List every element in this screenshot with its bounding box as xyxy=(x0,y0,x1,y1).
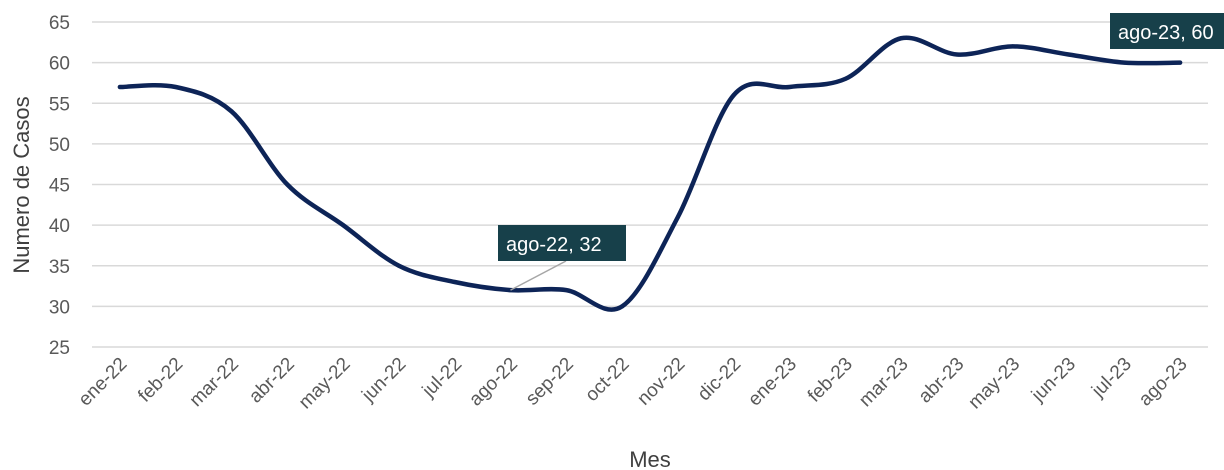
x-tick-label: ago-23 xyxy=(1135,354,1192,411)
y-axis-title: Numero de Casos xyxy=(9,96,34,273)
x-tick-label: sep-22 xyxy=(522,354,578,410)
x-tick-label: dic-22 xyxy=(694,354,745,405)
series-layer xyxy=(117,35,1183,312)
callout-leader-line xyxy=(510,260,567,291)
x-tick-label: ago-22 xyxy=(465,354,522,411)
data-point xyxy=(1066,52,1071,57)
data-point xyxy=(899,36,904,41)
y-tick-label: 35 xyxy=(49,257,70,278)
x-tick-label: jul-22 xyxy=(418,354,466,402)
x-tick-label: ene-22 xyxy=(75,354,132,411)
callout-box xyxy=(1110,13,1224,49)
x-tick-label: abr-22 xyxy=(245,354,299,408)
series-line xyxy=(117,35,1183,312)
y-tick-label: 45 xyxy=(49,176,70,197)
data-point xyxy=(285,182,290,187)
callout-box xyxy=(498,225,626,261)
data-point xyxy=(173,85,178,89)
data-point xyxy=(731,93,736,98)
x-tick-label: may-22 xyxy=(295,354,355,414)
data-point xyxy=(787,85,792,89)
x-tick-label: feb-23 xyxy=(804,354,857,407)
data-point xyxy=(954,52,959,57)
gridlines xyxy=(92,21,1208,348)
data-point xyxy=(341,223,346,228)
x-tick-label: may-23 xyxy=(965,354,1025,414)
data-label: ago-22, 32 xyxy=(506,234,602,256)
y-tick-label: 25 xyxy=(49,338,70,359)
x-tick-label: jul-23 xyxy=(1087,354,1135,402)
x-tick-label: mar-22 xyxy=(186,354,243,411)
x-tick-label: abr-23 xyxy=(915,354,969,408)
data-point xyxy=(564,288,569,293)
data-point xyxy=(1010,44,1015,49)
data-point xyxy=(396,263,401,268)
x-tick-label: nov-22 xyxy=(633,354,689,410)
data-point xyxy=(117,85,122,89)
y-tick-label: 55 xyxy=(49,94,70,115)
y-tick-label: 40 xyxy=(49,216,70,237)
y-tick-label: 30 xyxy=(49,297,70,318)
x-tick-label: ene-23 xyxy=(744,354,801,411)
data-callouts: ago-22, 32 ago-23, 60 xyxy=(498,13,1224,291)
y-axis-ticks: 25 30 35 40 45 50 55 60 65 xyxy=(49,13,70,359)
data-point xyxy=(843,76,848,81)
x-axis-title: Mes xyxy=(629,447,671,470)
y-tick-label: 60 xyxy=(49,54,70,75)
y-tick-label: 65 xyxy=(49,13,70,34)
x-tick-label: jun-23 xyxy=(1027,354,1080,407)
x-tick-label: mar-23 xyxy=(855,354,912,411)
data-point xyxy=(675,215,680,219)
x-tick-label: feb-22 xyxy=(134,354,187,407)
data-point xyxy=(1178,60,1183,65)
data-label: ago-23, 60 xyxy=(1118,22,1214,44)
data-point xyxy=(620,304,625,309)
data-point xyxy=(1122,60,1127,65)
data-point xyxy=(452,280,457,284)
x-tick-label: jun-22 xyxy=(358,354,411,407)
y-tick-label: 50 xyxy=(49,135,70,156)
data-point xyxy=(229,109,234,114)
x-tick-label: oct-22 xyxy=(581,354,633,406)
